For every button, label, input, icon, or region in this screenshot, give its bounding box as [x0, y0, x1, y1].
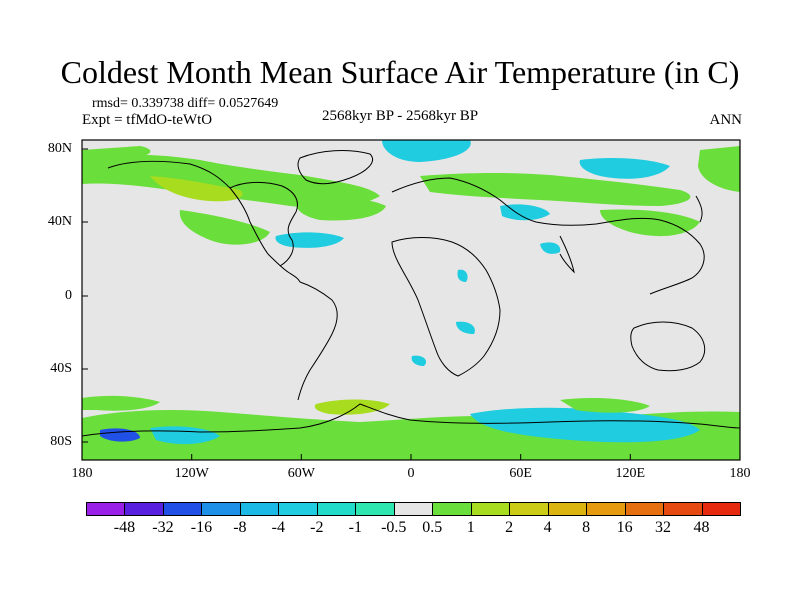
y-tick-label: 0 [65, 288, 72, 303]
anomaly-patch-positive [150, 176, 243, 202]
eurasia-coastline [391, 177, 705, 295]
y-tick-label: 40S [50, 361, 72, 376]
colorbar-label: 32 [655, 519, 672, 536]
x-tick-label: 180 [729, 466, 751, 481]
anomaly-patch-negative [456, 321, 475, 334]
axis-ticks [81, 148, 741, 460]
anomaly-patch-negative [470, 407, 700, 443]
colorbar-label: -32 [152, 519, 174, 536]
x-tick-label: 60W [287, 466, 315, 481]
colorbar-swatch [278, 502, 318, 516]
antarctica-coastline [82, 403, 740, 437]
anomaly-patch-negative [540, 242, 561, 254]
colorbar-swatch [663, 502, 703, 516]
x-tick-label: 120W [174, 466, 209, 481]
period-label: 2568kyr BP - 2568kyr BP [322, 108, 479, 124]
greenland-coastline [297, 150, 373, 185]
colorbar-swatch [470, 502, 511, 516]
colorbar-swatch [86, 502, 126, 516]
map-title: Coldest Month Mean Surface Air Temperatu… [60, 54, 740, 90]
y-tick-label: 40N [47, 214, 72, 229]
colorbar-label: 0.5 [422, 519, 443, 536]
africa-coastline [391, 237, 501, 377]
anomaly-patch-positive [600, 209, 700, 237]
colorbar-label: 1 [466, 519, 475, 536]
colorbar-swatch [586, 502, 626, 516]
japan-coastline [695, 195, 703, 223]
colorbar-label: -0.5 [381, 519, 407, 536]
colorbar-label: -8 [233, 519, 247, 536]
anomaly-patch-positive [314, 399, 390, 415]
hudson-bay-coastline [229, 181, 298, 267]
anomaly-patch-positive [82, 395, 160, 411]
y-tick-label: 80S [50, 434, 72, 449]
colorbar-label: 4 [543, 519, 552, 536]
anomaly-field [82, 140, 740, 460]
coastlines [82, 150, 740, 437]
anomaly-patch-positive [82, 154, 380, 208]
colorbar-swatch [432, 502, 472, 516]
x-tick-label: 60E [509, 466, 532, 481]
colorbar-label: 48 [693, 519, 710, 536]
australia-coastline [630, 321, 706, 372]
colorbar-label: 8 [582, 519, 591, 536]
colorbar-swatch [393, 502, 434, 516]
anomaly-patch-positive [82, 146, 151, 164]
colorbar-label: -16 [190, 519, 213, 536]
colorbar-swatch [355, 502, 395, 516]
colorbar-swatch [239, 502, 280, 516]
rmsd-diff-text: rmsd= 0.339738 diff= 0.0527649 [92, 96, 279, 111]
colorbar-label: -1 [348, 519, 362, 536]
y-tick-label: 80N [47, 141, 72, 156]
colorbar-swatch [162, 502, 203, 516]
colorbar-swatch [201, 502, 241, 516]
season-label: ANN [709, 112, 743, 128]
anomaly-patch-positive [560, 398, 650, 413]
anomaly-patch-positive [420, 173, 691, 206]
colorbar-label: -2 [310, 519, 324, 536]
anomaly-patch-negative [579, 158, 670, 179]
anomaly-patch-negative [411, 355, 427, 366]
colorbar-swatch [547, 502, 588, 516]
colorbar-swatch [316, 502, 357, 516]
colorbar-swatch [624, 502, 665, 516]
north-america-coastline [107, 160, 301, 283]
anomaly-patch-negative [382, 140, 471, 162]
x-tick-label: 120E [615, 466, 646, 481]
anomaly-patch-positive [698, 146, 740, 192]
colorbar-label: -48 [113, 519, 136, 536]
x-tick-label: 0 [407, 466, 415, 481]
colorbar-label: -4 [271, 519, 286, 536]
colorbar-swatch [701, 502, 741, 516]
india-coastline [559, 235, 575, 274]
anomaly-patch-negative [457, 269, 468, 282]
anomaly-patch-positive [179, 210, 270, 245]
colorbar-label: 16 [616, 519, 633, 536]
south-america-coastline [297, 281, 338, 401]
x-tick-label: 180 [71, 466, 93, 481]
colorbar-label: 2 [505, 519, 514, 536]
colorbar-swatch [509, 502, 549, 516]
anomaly-patch-negative [500, 204, 550, 221]
colorbar-swatch [124, 502, 164, 516]
anomaly-patch-positive [296, 195, 386, 221]
experiment-label: Expt = tfMdO-teWtO [82, 112, 213, 128]
